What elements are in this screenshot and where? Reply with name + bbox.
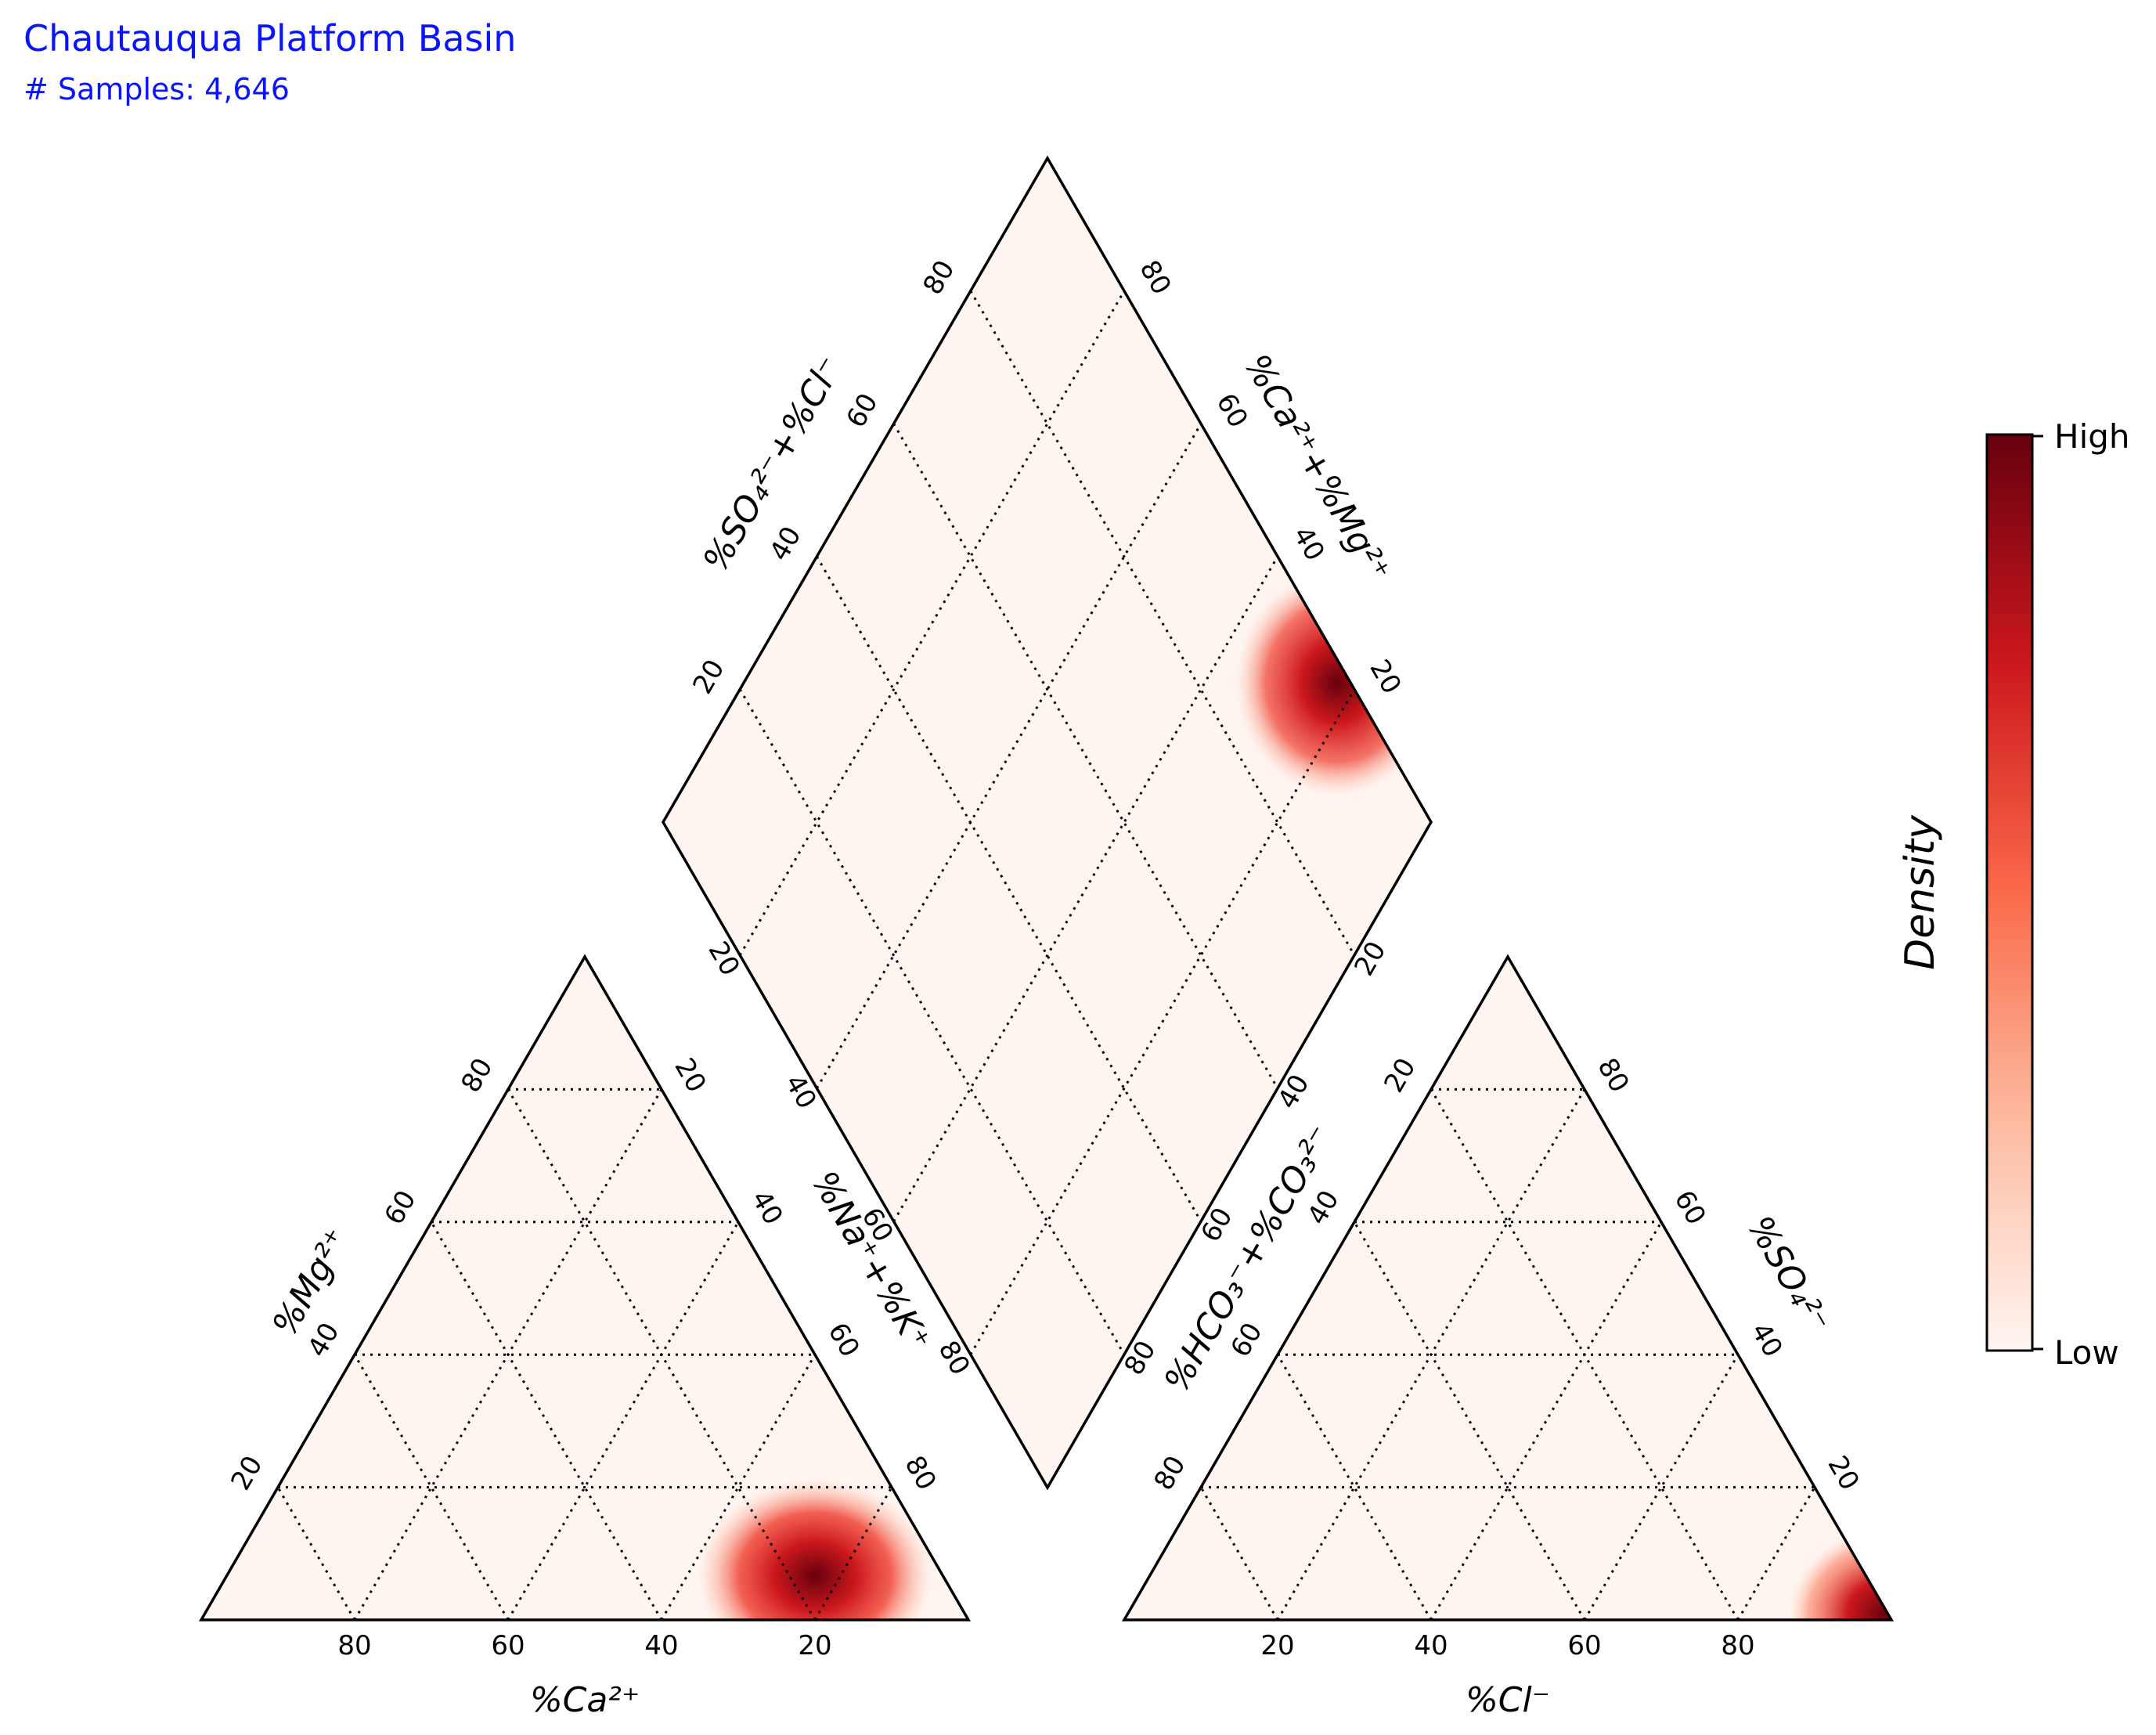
tick-label: 20 bbox=[1821, 1451, 1865, 1495]
cation-bottom-ticks: 80 60 40 20 bbox=[337, 1630, 831, 1661]
anion-x-axis-label: %Cl⁻ bbox=[1466, 1680, 1550, 1720]
anion-bottom-ticks: 20 40 60 80 bbox=[1260, 1630, 1754, 1661]
tick-label: 20 bbox=[687, 655, 730, 699]
anion-grid-line bbox=[1736, 1486, 1816, 1621]
colorbar bbox=[1985, 433, 2034, 1352]
tick-label: 60 bbox=[1210, 388, 1253, 433]
cation-density-hotspot bbox=[698, 1478, 932, 1620]
grid-lines bbox=[276, 290, 1816, 1621]
tick-label: 60 bbox=[378, 1185, 422, 1230]
cation-grid-line bbox=[813, 1486, 893, 1621]
colorbar-label: Density bbox=[1897, 814, 1944, 970]
diamond-grid-line bbox=[892, 556, 1279, 1222]
cation-x-axis-label: %Ca²⁺ bbox=[530, 1680, 640, 1720]
tick-label: 80 bbox=[1133, 255, 1177, 300]
diamond-density-hotspot bbox=[1235, 569, 1431, 796]
tick-label: 40 bbox=[745, 1185, 788, 1230]
diamond-grid-line bbox=[816, 556, 1202, 1222]
tick-label: 40 bbox=[1286, 521, 1330, 566]
diamond-grid-line bbox=[816, 423, 1202, 1089]
tick-label: 80 bbox=[898, 1451, 942, 1495]
tick-label: 80 bbox=[1721, 1630, 1754, 1661]
tick-label: 20 bbox=[1378, 1053, 1422, 1098]
tick-label: 60 bbox=[491, 1630, 525, 1661]
diamond-grid-line bbox=[738, 688, 1126, 1355]
tick-label: 80 bbox=[917, 255, 961, 300]
diamond-grid-line bbox=[892, 423, 1279, 1089]
anion-grid-line bbox=[1199, 1486, 1279, 1621]
cation-grid-line bbox=[276, 1486, 356, 1621]
anion-right-axis-label: %SO₄²⁻ bbox=[1740, 1209, 1838, 1340]
cation-left-axis-label: %Mg²⁺ bbox=[265, 1222, 357, 1343]
tick-label: 40 bbox=[1414, 1630, 1448, 1661]
diamond-outline bbox=[661, 155, 1433, 1491]
tick-label: 80 bbox=[337, 1630, 371, 1661]
tick-label: 80 bbox=[1591, 1053, 1635, 1098]
tick-label: 60 bbox=[840, 388, 884, 433]
tick-label: 40 bbox=[1744, 1318, 1788, 1362]
tick-label: 20 bbox=[668, 1053, 712, 1098]
tick-label: 80 bbox=[455, 1053, 499, 1098]
colorbar-high-label: High bbox=[2054, 417, 2130, 456]
tick-label: 20 bbox=[798, 1630, 831, 1661]
diamond-grid-line bbox=[738, 290, 1126, 956]
anion-triangle-fill bbox=[1124, 957, 1891, 1620]
anion-triangle-outline bbox=[1121, 954, 1895, 1621]
tick-label: 20 bbox=[225, 1451, 269, 1495]
cation-triangle-outline bbox=[198, 954, 972, 1621]
tick-label: 60 bbox=[1667, 1185, 1711, 1230]
tick-label: 80 bbox=[1148, 1451, 1192, 1495]
tick-label: 40 bbox=[644, 1630, 678, 1661]
tick-label: 20 bbox=[1260, 1630, 1294, 1661]
tick-label: 60 bbox=[821, 1318, 865, 1362]
chart-title: Chautauqua Platform Basin bbox=[23, 17, 517, 60]
colorbar-low-label: Low bbox=[2054, 1333, 2119, 1372]
sample-count: # Samples: 4,646 bbox=[23, 72, 290, 106]
tick-label: 20 bbox=[1363, 655, 1407, 699]
tick-label: 60 bbox=[1567, 1630, 1601, 1661]
cation-triangle-fill bbox=[201, 957, 968, 1620]
tick-label: 40 bbox=[763, 521, 807, 566]
diamond-grid-line bbox=[969, 688, 1356, 1355]
